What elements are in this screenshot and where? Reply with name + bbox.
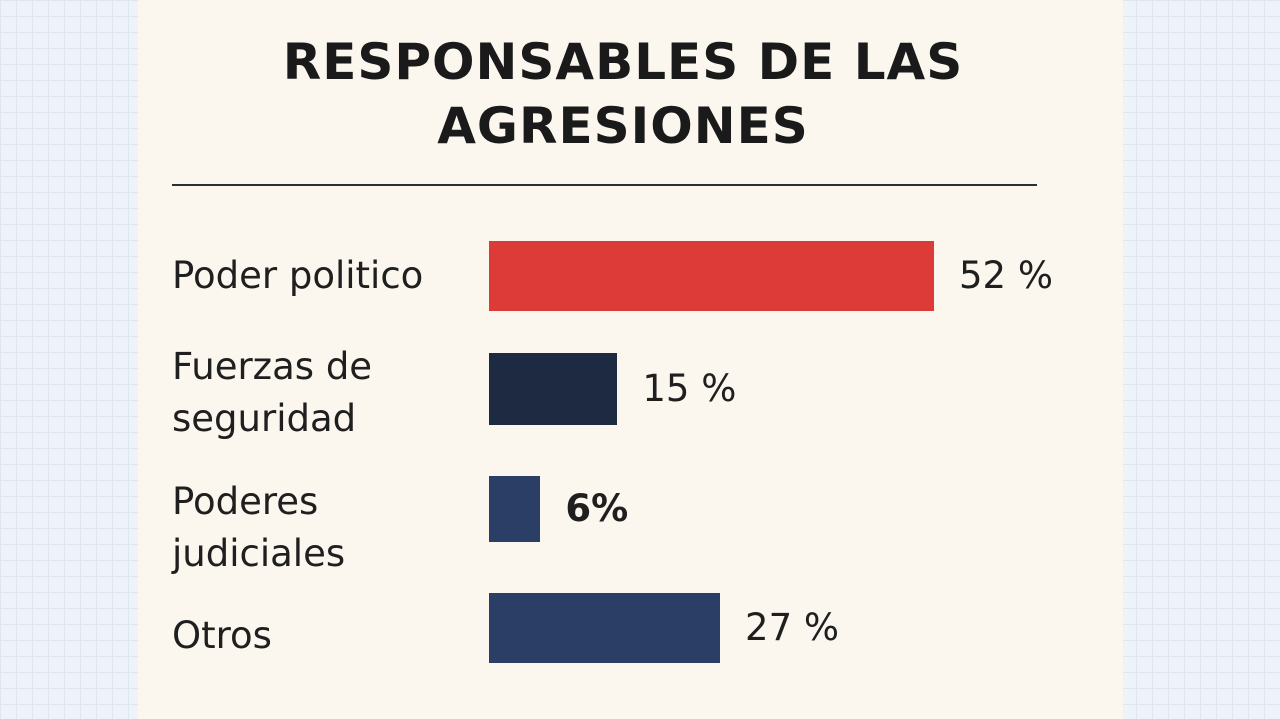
value-label-poderes-judiciales: 6% [565, 487, 629, 530]
bar-fuerzas-de-seguridad [489, 353, 618, 425]
title-divider [172, 184, 1037, 186]
bar-otros [489, 593, 721, 663]
bar-poderes-judiciales [489, 476, 541, 542]
value-label-otros: 27 % [745, 606, 840, 649]
category-label-otros: Otros [172, 614, 272, 657]
chart-title: RESPONSABLES DE LAS AGRESIONES [138, 30, 1108, 158]
category-label-poder-politico: Poder politico [172, 254, 424, 297]
chart-title-line-1: RESPONSABLES DE LAS [282, 33, 964, 91]
chart-card: RESPONSABLES DE LAS AGRESIONES Poder pol… [138, 0, 1123, 719]
bar-poder-politico [489, 241, 934, 311]
category-label-fuerzas-de-seguridad: Fuerzas de seguridad [172, 345, 373, 440]
chart-title-line-2: AGRESIONES [437, 97, 809, 155]
category-label-poderes-judiciales: Poderes judiciales [172, 480, 346, 575]
value-label-poder-politico: 52 % [959, 254, 1053, 297]
value-label-fuerzas-de-seguridad: 15 % [642, 367, 737, 410]
